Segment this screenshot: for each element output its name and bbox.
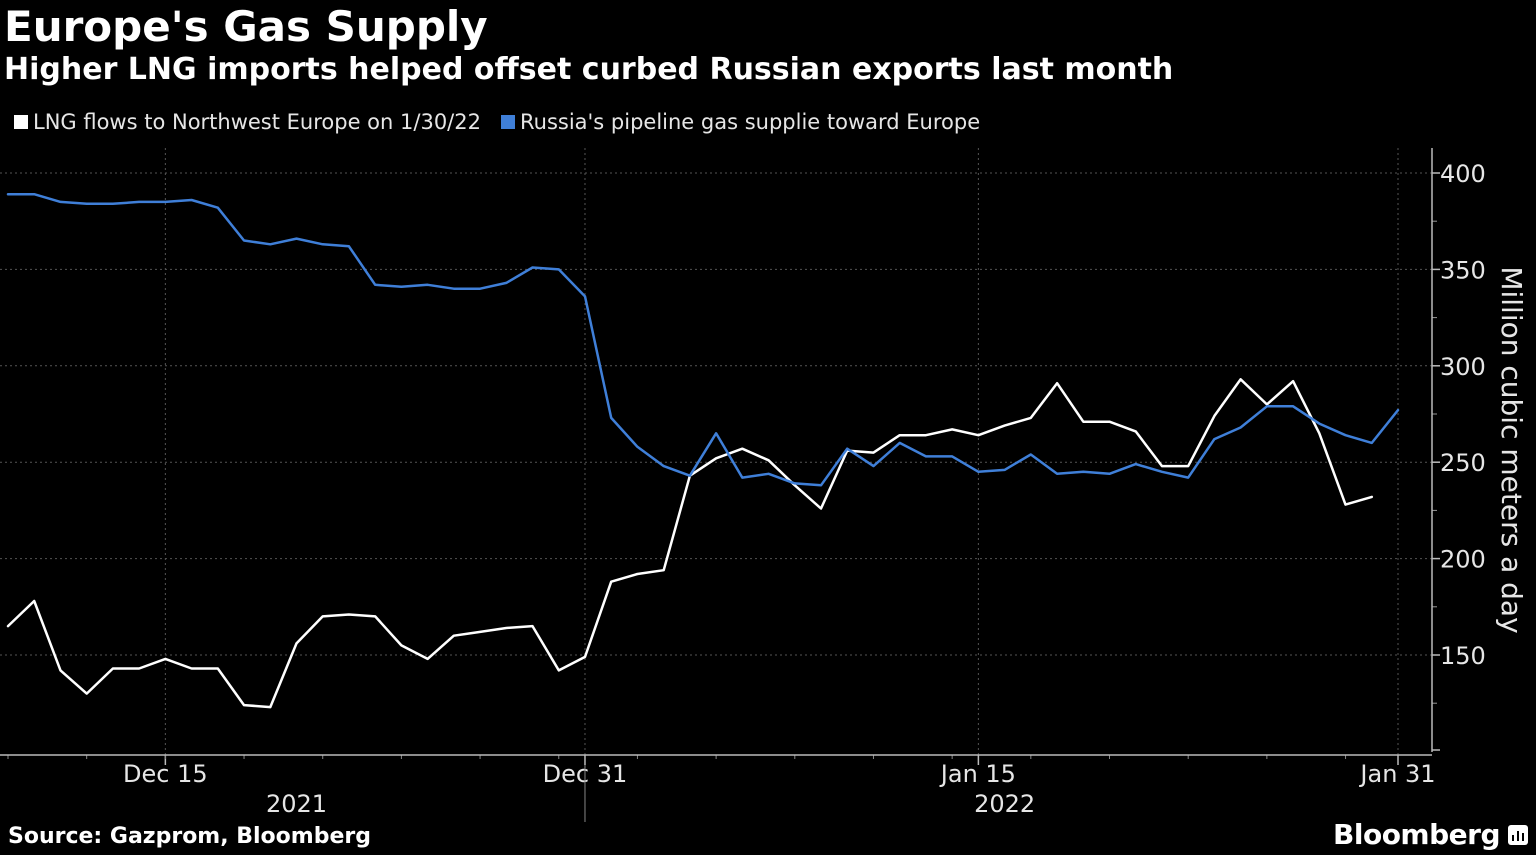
chart-title: Europe's Gas Supply	[4, 2, 488, 51]
legend-swatch-lng	[14, 115, 28, 129]
series-line-lng	[6, 378, 1374, 709]
legend-label-lng: LNG flows to Northwest Europe on 1/30/22	[33, 110, 481, 134]
y-axis-label: Million cubic meters a day	[1495, 266, 1528, 633]
y-tick-label: 150	[1440, 642, 1486, 670]
series-line-russia	[6, 192, 1400, 487]
legend-item-lng: LNG flows to Northwest Europe on 1/30/22	[14, 110, 481, 134]
y-tick-label: 300	[1440, 353, 1486, 381]
legend-label-russia: Russia's pipeline gas supplie toward Eur…	[519, 110, 981, 134]
y-tick-label: 250	[1440, 449, 1486, 477]
brand-name: Bloomberg	[1333, 818, 1500, 851]
legend-item-russia: Russia's pipeline gas supplie toward Eur…	[500, 110, 981, 134]
y-tick-label: 200	[1440, 546, 1486, 574]
y-tick-label: 400	[1440, 160, 1486, 188]
series-group	[6, 192, 1400, 709]
legend-swatch-russia	[500, 115, 515, 129]
source-note: Source: Gazprom, Bloomberg	[8, 824, 371, 849]
brand-logo: Bloomberg	[1333, 818, 1528, 851]
chart-subtitle: Higher LNG imports helped offset curbed …	[4, 52, 1174, 87]
x-tick-label: Jan 15	[939, 760, 1016, 788]
bloomberg-chart-icon	[1508, 824, 1528, 845]
year-label: 2022	[974, 790, 1035, 818]
x-tick-label: Dec 15	[123, 760, 208, 788]
grid	[0, 148, 1432, 755]
year-label: 2021	[266, 790, 327, 818]
legend: LNG flows to Northwest Europe on 1/30/22…	[14, 110, 1000, 134]
y-tick-label: 350	[1440, 256, 1486, 284]
x-tick-label: Jan 31	[1358, 760, 1435, 788]
